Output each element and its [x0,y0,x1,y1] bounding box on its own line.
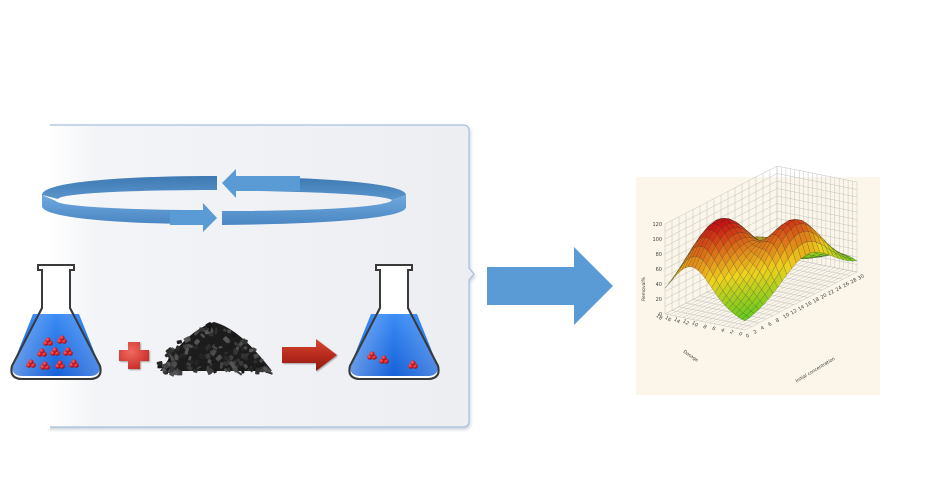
x-tick-label: 2 [752,329,758,336]
pollutant-particle [43,337,53,346]
flask-before-icon [10,264,102,380]
z-axis-ticks: 0 20 40 60 80 100 120 [652,222,662,318]
x-tick-label: 8 [775,317,781,324]
pollutant-particle [57,335,67,344]
pollutant-particle [55,360,65,369]
x-tick-label: 24 [835,285,844,293]
x-tick-label: 18 [812,296,821,304]
z-tick-label: 120 [652,222,662,228]
reaction-arrow-icon [282,339,337,371]
pollutant-particle [26,359,36,368]
remaining-particles [367,351,418,369]
x-tick-label: 16 [805,300,814,308]
pollutant-particles [26,335,79,370]
plot-surface [664,218,858,322]
x-tick-label: 4 [760,325,766,332]
pollutant-particle [63,347,73,356]
y-tick-label: 8 [702,324,708,331]
y-tick-label: 2 [728,329,734,336]
y-tick-label: 6 [711,326,717,333]
x-tick-label: 22 [827,289,836,297]
y-axis-ticks: 18 16 14 12 10 8 6 4 2 0 [655,313,744,338]
x-tick-label: 10 [782,312,791,320]
pollutant-particle [379,355,389,364]
pollutant-particle [37,348,47,357]
y-tick-label: 18 [655,313,664,322]
y-tick-label: 14 [672,317,681,326]
z-tick-label: 60 [656,267,662,273]
y-tick-label: 10 [690,320,699,329]
pollutant-particle [367,351,377,360]
x-tick-label: 14 [797,304,806,312]
z-tick-label: 20 [656,297,662,303]
process-arrow-icon [487,247,613,325]
x-tick-label: 20 [820,293,829,301]
y-tick-label: 4 [719,327,725,334]
x-tick-label: 28 [849,277,858,285]
y-tick-label: 12 [681,318,690,327]
x-tick-label: 26 [842,281,851,289]
x-tick-label: 6 [767,321,773,328]
adsorbent-pile-icon [156,321,273,377]
rotation-arrows-icon [42,169,406,232]
y-tick-label: 16 [663,315,672,324]
x-tick-label: 0 [745,333,751,340]
pollutant-particle [69,359,79,368]
plus-icon [119,342,149,369]
pollutant-particle [40,361,50,370]
z-axis-label: Removal% [641,276,647,301]
x-tick-label: 12 [790,308,799,316]
z-tick-label: 80 [656,252,662,258]
x-tick-label: 30 [857,273,866,281]
z-tick-label: 40 [656,282,662,288]
y-tick-label: 0 [737,331,743,338]
pollutant-particle [408,360,418,369]
z-tick-label: 100 [652,237,662,243]
flask-after-icon [348,264,440,380]
pollutant-particle [50,347,60,356]
z-tick-label: 0 [659,312,662,318]
